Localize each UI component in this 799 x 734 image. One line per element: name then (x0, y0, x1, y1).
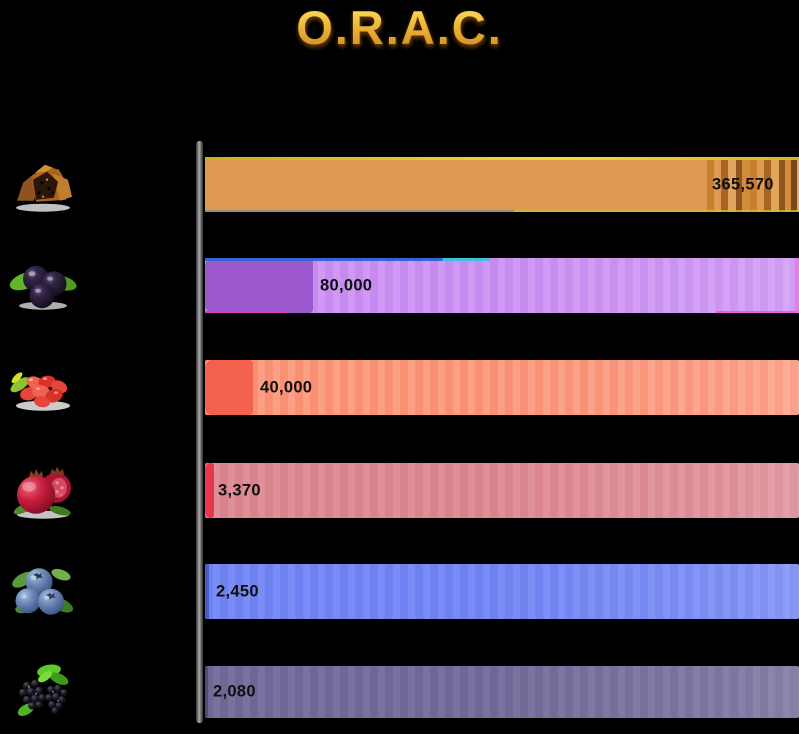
blueberry-image (9, 558, 77, 622)
bar-track (205, 360, 799, 415)
edge-highlight (795, 258, 799, 313)
bar-row-pomegranate: 3,370 (0, 463, 799, 519)
blackberry-image (9, 659, 77, 723)
blueberry-icon (12, 567, 74, 615)
bar-end-stripes (707, 157, 797, 212)
acai-image (9, 252, 77, 316)
drupelet-cluster-right (45, 684, 68, 715)
value-label: 365,570 (712, 175, 774, 193)
goji-image (9, 354, 77, 418)
goji-icon (10, 371, 70, 411)
bar-row-acai: 80,000 (0, 258, 799, 313)
edge-highlight (205, 258, 799, 261)
bar-row-goji: 40,000 (0, 360, 799, 415)
bar-value-segment (205, 463, 214, 518)
bar-row-blackberry: 2,080 (0, 664, 799, 718)
acai-icon (9, 265, 77, 310)
chaga-image (9, 151, 77, 215)
edge-highlight (205, 209, 799, 212)
bar-track (205, 564, 799, 619)
bar-value-segment (205, 666, 208, 718)
drupelet-cluster-left (19, 679, 46, 710)
bar-value-segment (205, 360, 253, 415)
value-label: 40,000 (260, 378, 313, 396)
bar-track (205, 666, 799, 718)
chart-title: O.R.A.C. (0, 0, 799, 55)
pomegranate-image (9, 457, 77, 521)
bar-value-segment (205, 258, 313, 313)
bar-track (205, 463, 799, 518)
value-label: 2,080 (213, 682, 256, 701)
value-label: 3,370 (218, 481, 261, 499)
chaga-icon (16, 164, 72, 212)
bar-value-segment (205, 157, 707, 212)
pomegranate-icon (13, 466, 71, 519)
bar-row-chaga: 365,570 (0, 157, 799, 212)
bar-row-blueberry: 2,450 (0, 564, 799, 619)
value-label: 2,450 (216, 582, 259, 600)
edge-highlight (205, 310, 799, 313)
edge-highlight (205, 157, 799, 160)
baseline-axis (196, 141, 203, 723)
value-label: 80,000 (320, 276, 373, 294)
blackberry-icon (17, 664, 69, 716)
bar-value-segment (205, 564, 209, 619)
